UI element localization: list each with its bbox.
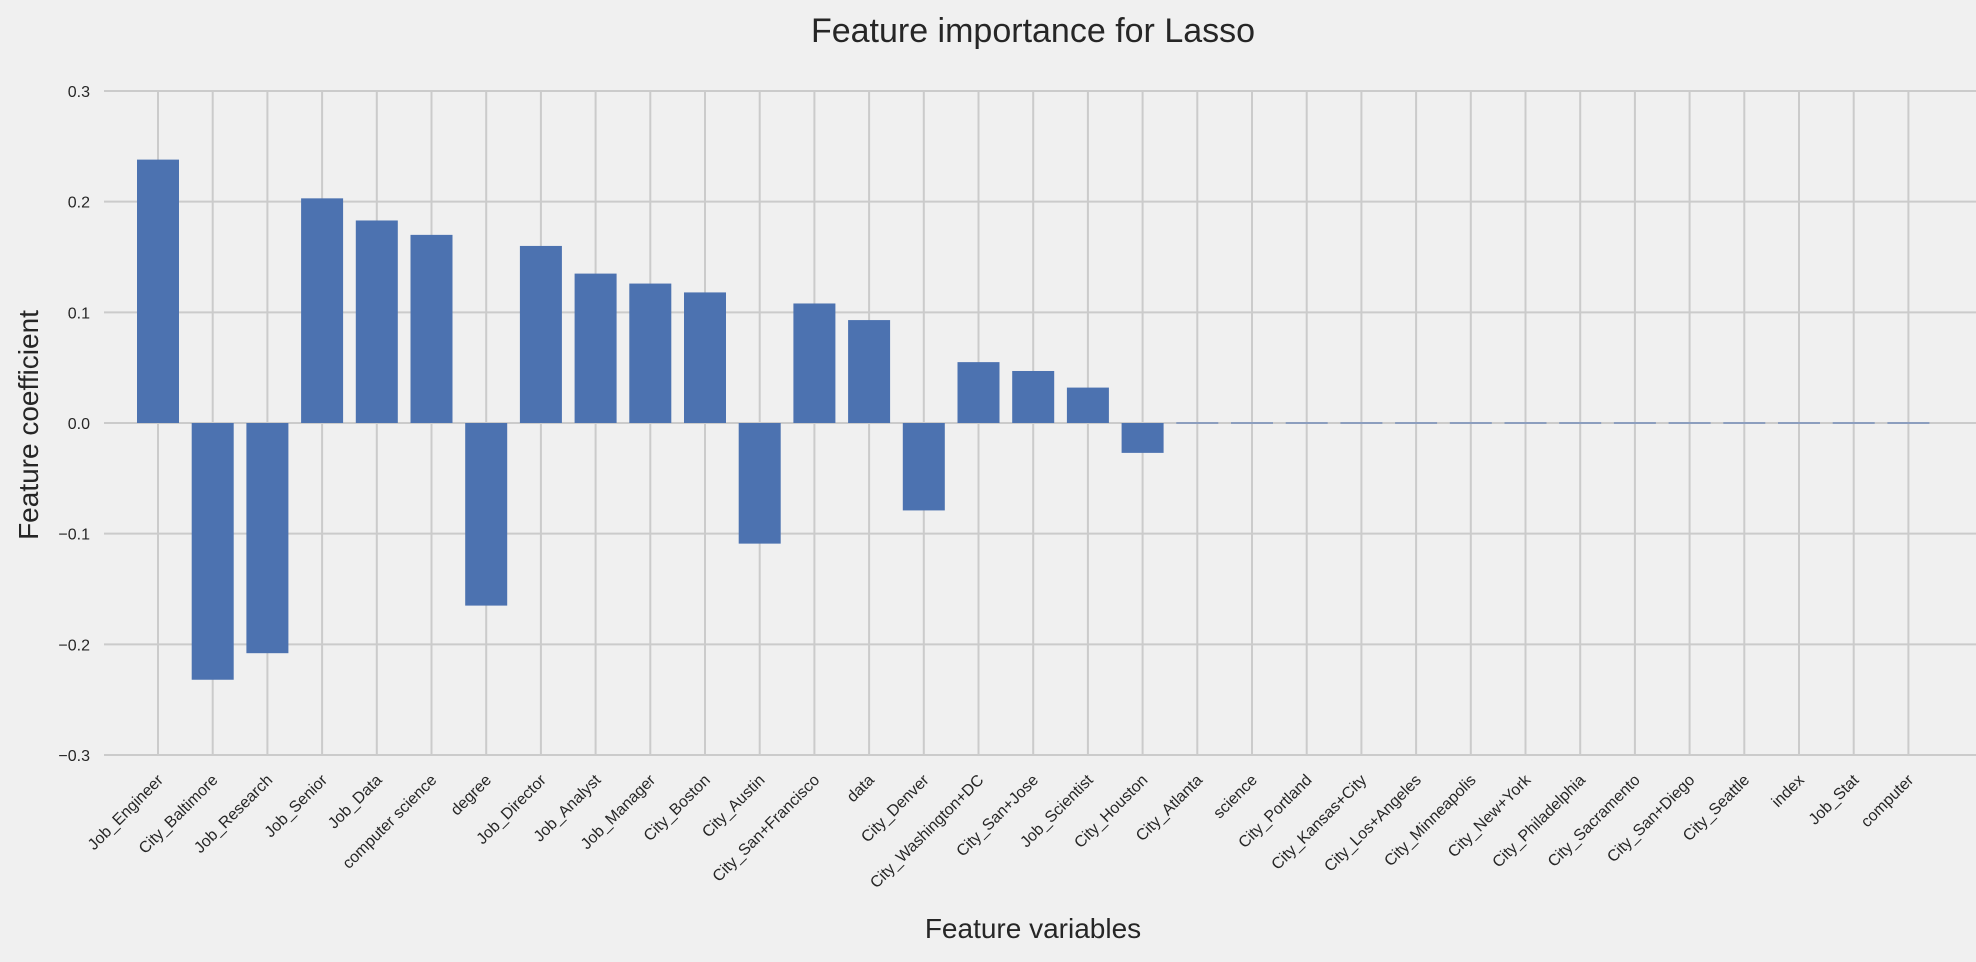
x-tick-label: City_Philadelphia (1490, 772, 1590, 872)
x-tick-label: City_Minneapolis (1381, 772, 1479, 870)
bar (957, 362, 1000, 423)
y-tick-label: 0.0 (68, 416, 90, 433)
bar (465, 423, 508, 606)
y-axis-ticks: 0.3 0.2 0.1 0.0 −0.1 −0.2 −0.3 (58, 84, 90, 765)
x-tick-label: index (1769, 772, 1808, 811)
bar (1449, 422, 1492, 424)
bar (1723, 422, 1766, 424)
x-axis-ticks: Job_EngineerCity_BaltimoreJob_ResearchJo… (85, 771, 1918, 892)
bar (410, 234, 453, 423)
bar (1285, 422, 1328, 424)
bar (629, 283, 672, 423)
bar (848, 320, 891, 423)
bar (1012, 370, 1055, 423)
bar (738, 423, 781, 544)
bar (1559, 422, 1602, 424)
bar (1832, 422, 1875, 424)
x-tick-label: City_Sacramento (1545, 772, 1644, 871)
bar (793, 303, 836, 423)
y-tick-label: 0.3 (68, 84, 90, 101)
bar (1121, 423, 1164, 453)
bar (1504, 422, 1547, 424)
bar (1176, 422, 1219, 424)
bar (301, 198, 344, 423)
bar (1231, 422, 1273, 424)
x-tick-label: computer science (340, 772, 441, 873)
x-tick-label: Job_Stat (1806, 771, 1863, 828)
y-tick-label: −0.3 (58, 748, 90, 765)
y-tick-label: 0.1 (68, 305, 90, 322)
bar (1066, 387, 1109, 423)
x-tick-label: City_San+Francisco (710, 772, 824, 886)
x-tick-label: data (844, 772, 878, 806)
bar (574, 273, 617, 423)
x-tick-label: computer (1858, 771, 1918, 831)
y-tick-label: 0.2 (68, 195, 90, 212)
bar (191, 423, 234, 680)
y-tick-label: −0.2 (58, 637, 90, 654)
x-axis-label: Feature variables (925, 913, 1141, 944)
bar (1668, 422, 1711, 424)
bar (355, 220, 398, 423)
bar (902, 423, 945, 511)
bar (246, 423, 289, 654)
bar (1613, 422, 1656, 424)
bars (137, 159, 1930, 680)
x-tick-label: degree (448, 772, 495, 819)
bar (1395, 422, 1438, 424)
bar (1887, 422, 1930, 424)
bar (519, 245, 562, 423)
y-tick-label: −0.1 (58, 527, 90, 544)
bar (1340, 422, 1383, 424)
x-tick-label: City_Kansas+City (1269, 772, 1371, 874)
chart-title: Feature importance for Lasso (811, 12, 1255, 50)
bar (684, 292, 726, 423)
bar (1778, 422, 1820, 424)
bar (137, 159, 179, 423)
x-tick-label: science (1210, 772, 1260, 822)
x-tick-label: City_Los+Angeles (1321, 772, 1425, 876)
y-axis-label: Feature coefficient (13, 310, 44, 540)
